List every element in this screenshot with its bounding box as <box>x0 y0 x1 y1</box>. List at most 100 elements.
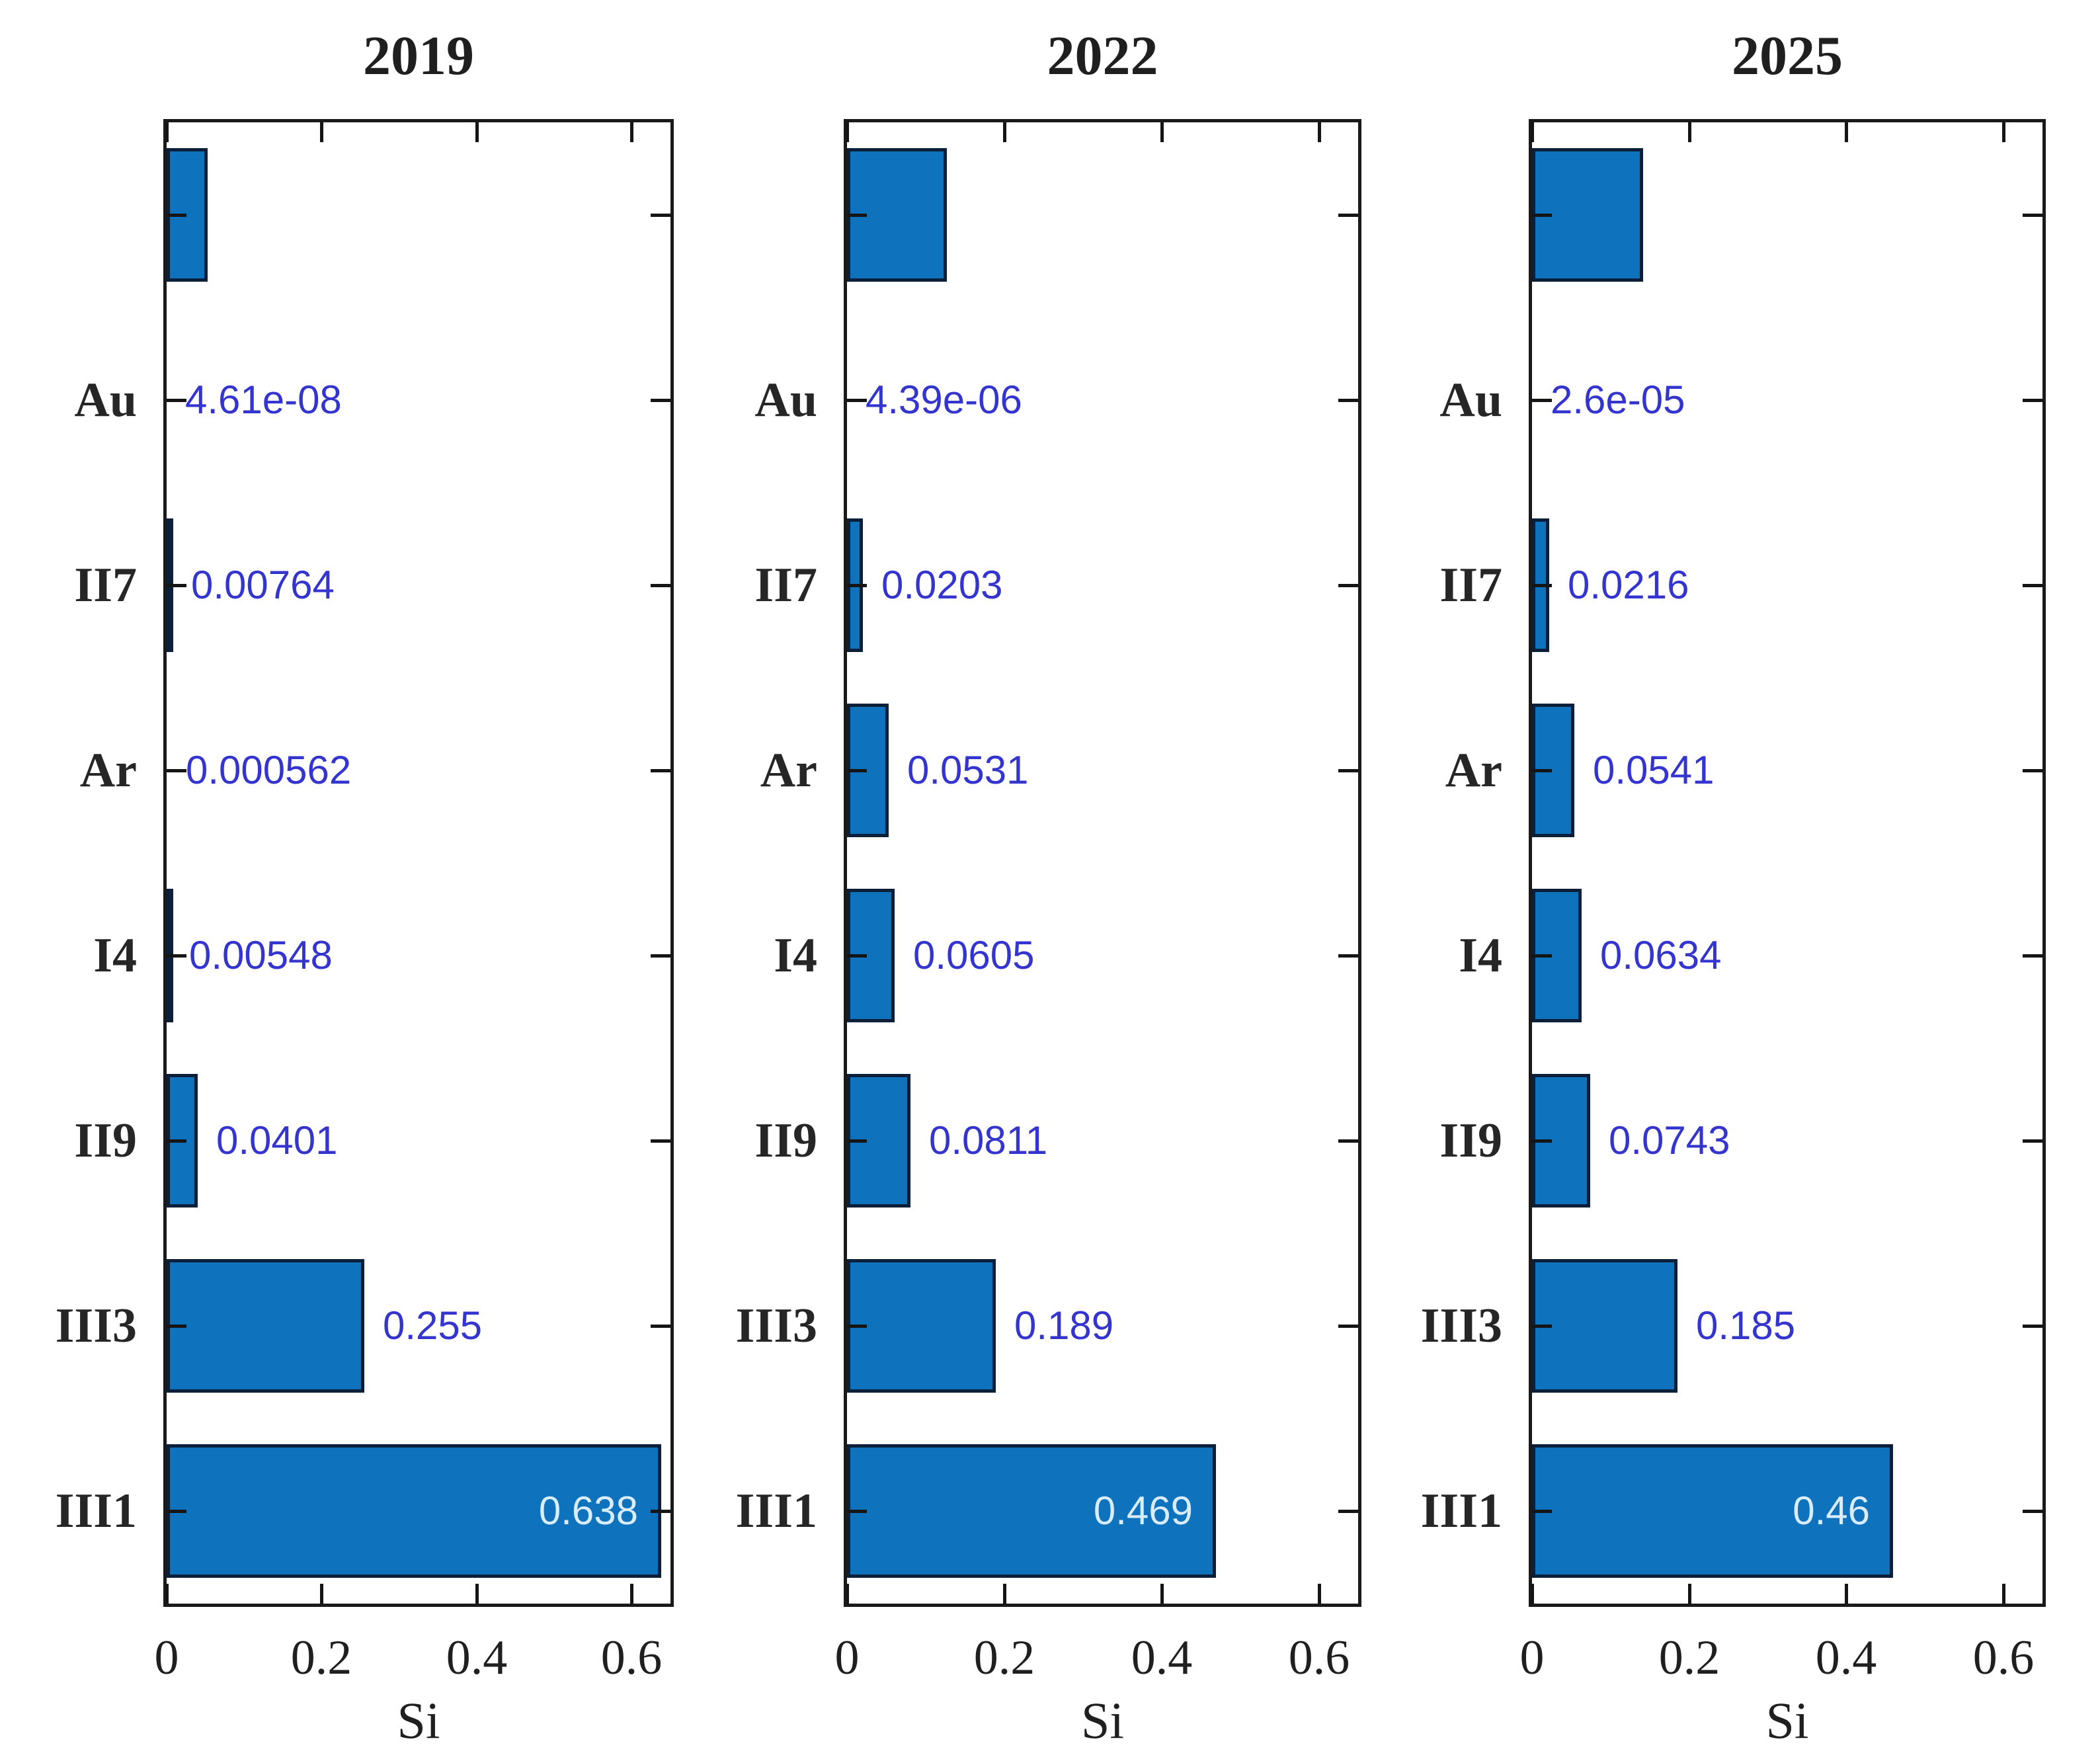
x-axis-label-2025: Si <box>1765 1692 1809 1749</box>
category-label-Ar: Ar <box>1445 743 1502 798</box>
y-tick-left <box>167 1139 186 1143</box>
category-label-III1: III1 <box>55 1484 137 1538</box>
bar-value-label: 0.00764 <box>191 563 335 607</box>
x-tick-label: 0.4 <box>1131 1631 1193 1685</box>
bar-value-label: 0.0811 <box>929 1118 1048 1163</box>
y-tick-left <box>847 1510 867 1513</box>
y-tick-left <box>167 584 186 587</box>
panel-title-2019: 2019 <box>363 25 474 87</box>
y-tick-right <box>651 954 670 958</box>
y-tick-right <box>651 1510 670 1513</box>
category-label-III1: III1 <box>1420 1484 1502 1538</box>
y-tick-right <box>1338 954 1358 958</box>
bar-value-label: 0.185 <box>1696 1303 1796 1348</box>
bar-value-label: 0.0743 <box>1609 1118 1730 1163</box>
y-tick-right <box>1338 1139 1358 1143</box>
bar-III3 <box>167 1259 364 1393</box>
bar-value-label: 0.0605 <box>913 933 1035 977</box>
y-tick-left <box>167 1510 186 1513</box>
x-tick-top <box>1531 122 1534 142</box>
x-tick-bottom <box>630 1584 633 1604</box>
category-label-Ar: Ar <box>79 743 137 798</box>
category-label-Au: Au <box>1439 373 1502 427</box>
x-tick-top <box>630 122 633 142</box>
bar-value-label: 0.0634 <box>1600 933 1722 977</box>
x-tick-top <box>165 122 169 142</box>
x-tick-top <box>846 122 849 142</box>
y-tick-right <box>651 214 670 217</box>
x-tick-top <box>1003 122 1006 142</box>
y-tick-left <box>847 954 867 958</box>
x-tick-bottom <box>846 1584 849 1604</box>
y-tick-left <box>167 214 186 217</box>
x-tick-label: 0.6 <box>600 1631 663 1685</box>
category-label-II7: II7 <box>754 558 817 612</box>
y-tick-right <box>1338 584 1358 587</box>
bar-value-label: 0.0203 <box>881 563 1003 607</box>
bar-value-label: 4.39e-06 <box>866 378 1022 422</box>
x-tick-bottom <box>320 1584 323 1604</box>
y-tick-right <box>651 1325 670 1328</box>
x-tick-top <box>1688 122 1691 142</box>
bar-III1 <box>167 1444 661 1578</box>
category-label-III3: III3 <box>735 1299 817 1353</box>
y-tick-left <box>167 769 186 772</box>
y-tick-left <box>167 954 186 958</box>
bar-value-label: 0.0531 <box>907 748 1029 792</box>
y-tick-right <box>1338 399 1358 402</box>
category-label-Ar: Ar <box>760 743 817 798</box>
x-tick-label: 0 <box>1519 1631 1545 1685</box>
x-tick-bottom <box>475 1584 479 1604</box>
y-tick-left <box>1532 769 1552 772</box>
x-axis-label-2022: Si <box>1080 1692 1125 1749</box>
y-tick-right <box>2023 214 2042 217</box>
category-label-II7: II7 <box>1439 558 1502 612</box>
y-tick-right <box>651 769 670 772</box>
x-tick-label: 0.6 <box>1288 1631 1350 1685</box>
y-tick-left <box>847 399 867 402</box>
x-tick-label: 0.2 <box>1658 1631 1720 1685</box>
x-tick-label: 0 <box>834 1631 860 1685</box>
x-tick-label: 0.4 <box>1815 1631 1877 1685</box>
y-tick-left <box>167 1325 186 1328</box>
category-label-III3: III3 <box>55 1299 137 1353</box>
bar-value-label: 0.189 <box>1014 1303 1114 1348</box>
y-tick-left <box>167 399 186 402</box>
x-tick-top <box>2002 122 2005 142</box>
x-tick-top <box>1160 122 1164 142</box>
x-tick-label: 0.6 <box>1972 1631 2035 1685</box>
category-label-III3: III3 <box>1420 1299 1502 1353</box>
x-tick-bottom <box>1003 1584 1006 1604</box>
category-label-Au: Au <box>754 373 817 427</box>
y-tick-right <box>2023 1510 2042 1513</box>
plot-area-2022: Au II7 Ar I4 II9 III3 III1 4.39e-06 0.0203 0.0531… <box>736 119 1361 1685</box>
y-tick-left <box>847 214 867 217</box>
bar-value-label: 0.00548 <box>189 933 333 977</box>
y-tick-right <box>2023 1325 2042 1328</box>
bar-value-label: 4.61e-08 <box>185 378 342 422</box>
x-tick-top <box>1318 122 1321 142</box>
panel-title-2022: 2022 <box>1047 25 1158 87</box>
x-tick-bottom <box>165 1584 169 1604</box>
y-tick-right <box>2023 584 2042 587</box>
x-tick-top <box>475 122 479 142</box>
category-label-II9: II9 <box>74 1114 137 1168</box>
bar-III3 <box>1532 1259 1677 1393</box>
y-tick-left <box>847 1139 867 1143</box>
plot-area-2019: Au II7 Ar I4 II9 III3 III1 4.61e-08 0.00764 0.000… <box>56 119 674 1685</box>
y-tick-right <box>651 399 670 402</box>
category-label-I4: I4 <box>774 928 817 983</box>
y-tick-right <box>1338 1510 1358 1513</box>
category-label-II7: II7 <box>74 558 137 612</box>
x-tick-label: 0.4 <box>446 1631 508 1685</box>
x-tick-bottom <box>1318 1584 1321 1604</box>
y-tick-right <box>1338 1325 1358 1328</box>
y-tick-right <box>2023 769 2042 772</box>
panel-title-2025: 2025 <box>1732 25 1843 87</box>
y-tick-right <box>1338 214 1358 217</box>
bar-value-label: 0.0401 <box>216 1118 338 1163</box>
category-label-II9: II9 <box>754 1114 817 1168</box>
x-tick-bottom <box>1160 1584 1164 1604</box>
x-tick-bottom <box>1845 1584 1848 1604</box>
